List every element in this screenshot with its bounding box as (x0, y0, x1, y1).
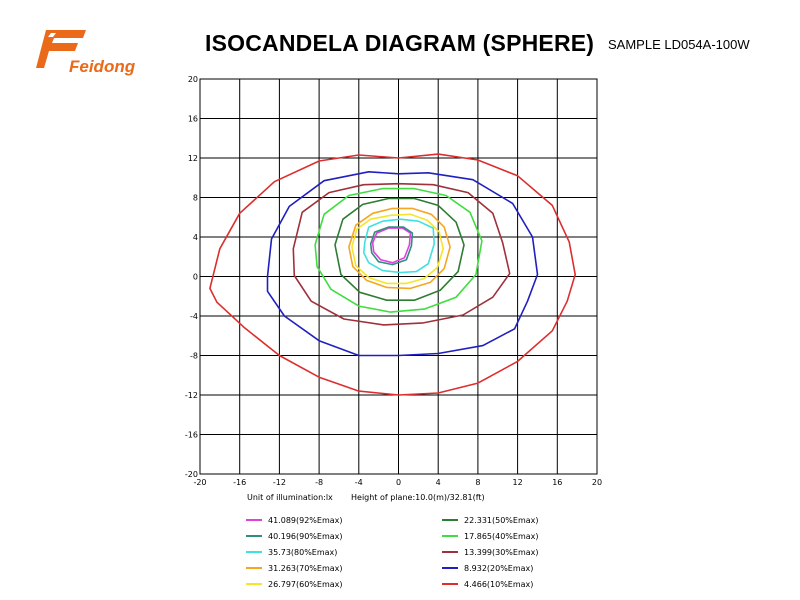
legend-swatch (442, 583, 458, 585)
contour-line-5 (351, 213, 445, 285)
axis-ticks: -20 -16 -12 -8 -4 0 4 8 12 16 20 -20 -16 -12 -8 -4 0 4 8 12… (185, 75, 602, 487)
legend-swatch (442, 567, 458, 569)
y-tick-label: -4 (190, 312, 198, 321)
legend-item: 41.089(92%Emax) (246, 514, 343, 526)
contour-line-8 (292, 182, 511, 326)
x-tick-label: -12 (273, 478, 286, 487)
y-tick-label: 16 (188, 115, 198, 124)
contour-line-2 (369, 226, 414, 266)
x-tick-label: -20 (193, 478, 206, 487)
legend-label: 40.196(90%Emax) (268, 531, 343, 541)
sample-label: SAMPLE LD054A-100W (608, 37, 750, 52)
y-tick-label: 12 (188, 154, 198, 163)
x-tick-label: 12 (513, 478, 523, 487)
y-tick-label: 0 (193, 273, 198, 282)
page-title: ISOCANDELA DIAGRAM (SPHERE) (205, 30, 595, 56)
legend-label: 13.399(30%Emax) (464, 547, 539, 557)
legend-swatch (246, 535, 262, 537)
contour-line-7 (314, 187, 483, 313)
legend-item: 26.797(60%Emax) (246, 578, 343, 590)
legend-label: 41.089(92%Emax) (268, 515, 343, 525)
legend-swatch (442, 535, 458, 537)
x-tick-label: 0 (396, 478, 401, 487)
brand-logo: Feidong (36, 24, 146, 80)
legend-label: 26.797(60%Emax) (268, 579, 343, 589)
x-tick-label: 4 (436, 478, 441, 487)
contour-line-10 (209, 153, 577, 396)
legend-item: 31.263(70%Emax) (246, 562, 343, 574)
legend-item: 4.466(10%Emax) (442, 578, 533, 590)
plane-height-label: Height of plane:10.0(m)/32.81(ft) (351, 493, 485, 502)
y-tick-label: 4 (193, 233, 198, 242)
legend-swatch (442, 519, 458, 521)
y-tick-label: -12 (185, 391, 198, 400)
y-tick-label: -8 (190, 352, 198, 361)
legend-swatch (442, 551, 458, 553)
legend-label: 22.331(50%Emax) (464, 515, 539, 525)
x-tick-label: -4 (355, 478, 363, 487)
x-tick-label: -8 (315, 478, 323, 487)
contour-line-9 (266, 171, 539, 357)
contour-line-6 (334, 197, 465, 302)
x-tick-label: 8 (475, 478, 480, 487)
legend-item: 22.331(50%Emax) (442, 514, 539, 526)
legend-swatch (246, 583, 262, 585)
brand-logo-text: Feidong (69, 57, 136, 76)
legend-label: 35.73(80%Emax) (268, 547, 338, 557)
legend-item: 40.196(90%Emax) (246, 530, 343, 542)
contour-line-4 (348, 207, 451, 290)
legend-item: 35.73(80%Emax) (246, 546, 337, 558)
y-tick-label: 8 (193, 194, 198, 203)
legend-label: 8.932(20%Emax) (464, 563, 534, 573)
contour-curves (209, 153, 577, 396)
legend-item: 13.399(30%Emax) (442, 546, 539, 558)
x-tick-label: 20 (592, 478, 602, 487)
legend-swatch (246, 551, 262, 553)
y-tick-label: 20 (188, 75, 198, 84)
legend-label: 17.865(40%Emax) (464, 531, 539, 541)
x-tick-label: 16 (552, 478, 562, 487)
legend-item: 17.865(40%Emax) (442, 530, 539, 542)
legend-item: 8.932(20%Emax) (442, 562, 533, 574)
y-tick-label: -20 (185, 470, 198, 479)
unit-label: Unit of illumination:lx (247, 493, 333, 502)
legend-swatch (246, 567, 262, 569)
contour-line-1 (371, 227, 412, 264)
legend-swatch (246, 519, 262, 521)
legend-label: 4.466(10%Emax) (464, 579, 534, 589)
contour-line-3 (362, 218, 436, 274)
legend-label: 31.263(70%Emax) (268, 563, 343, 573)
y-tick-label: -16 (185, 431, 198, 440)
x-tick-label: -16 (233, 478, 246, 487)
brand-logo-graphic: Feidong (36, 30, 136, 76)
